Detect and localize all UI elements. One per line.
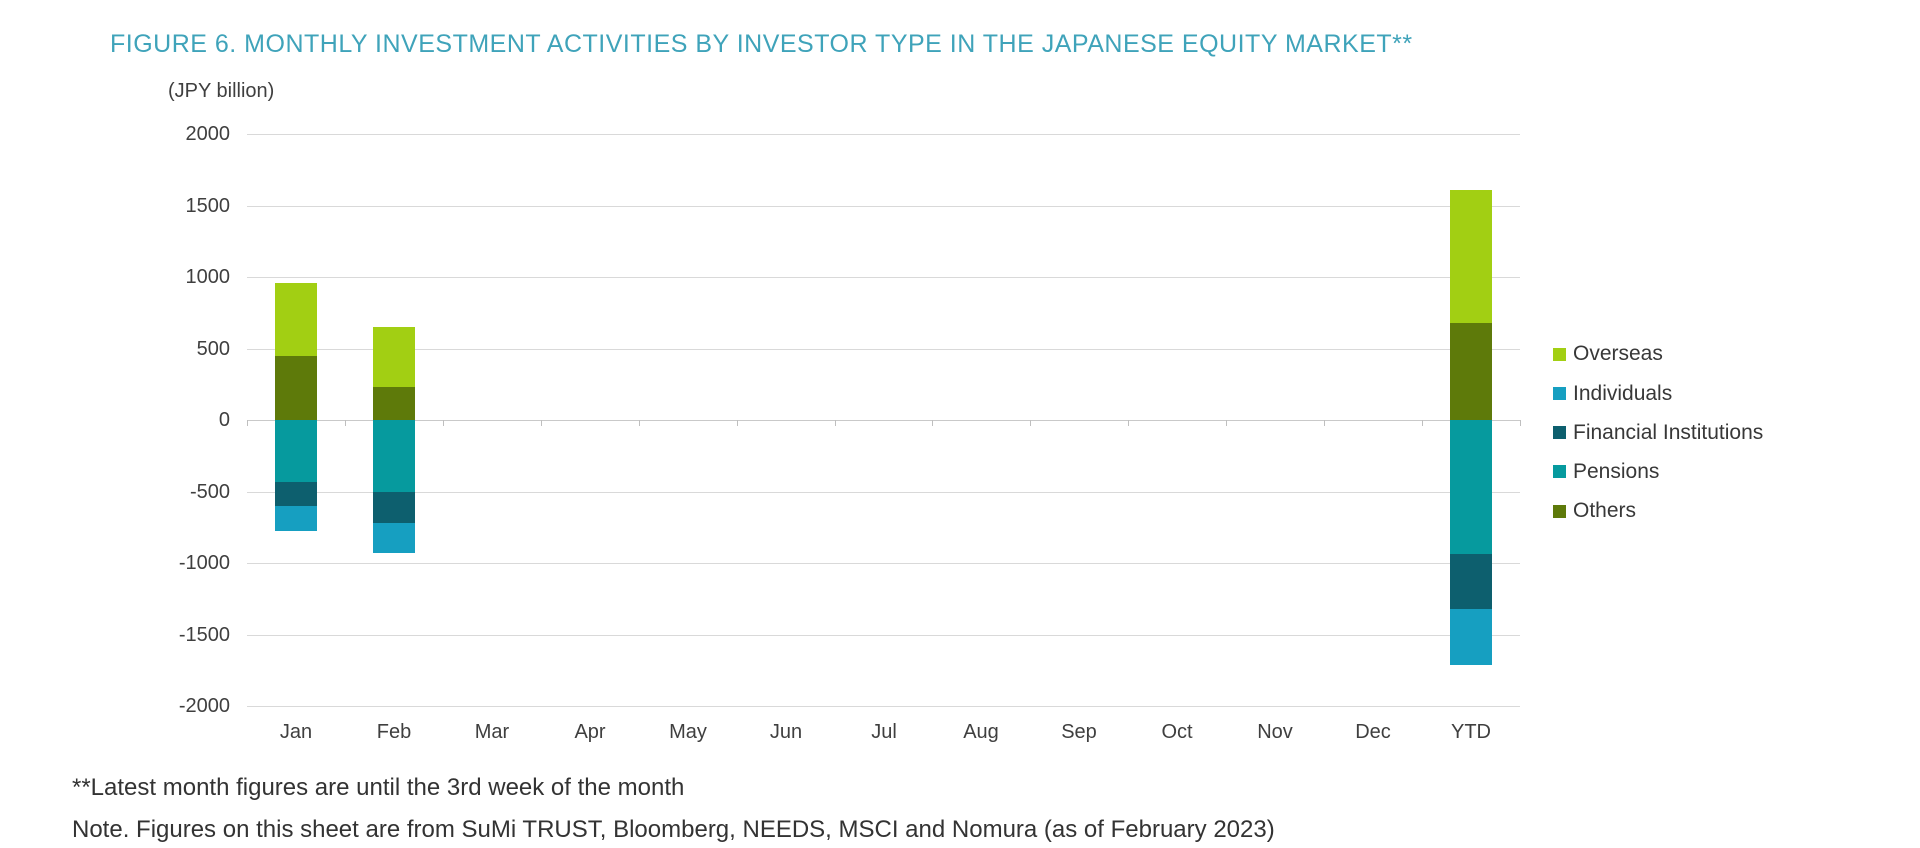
gridline xyxy=(247,563,1520,564)
figure-title: FIGURE 6. MONTHLY INVESTMENT ACTIVITIES … xyxy=(110,30,1413,58)
y-axis-unit-label: (JPY billion) xyxy=(168,80,275,102)
bar-segment-financial-institutions-feb xyxy=(373,492,415,523)
bar-segment-financial-institutions-jan xyxy=(275,482,317,506)
bar-segment-financial-institutions-ytd xyxy=(1450,554,1492,609)
x-axis-label: Jan xyxy=(279,721,313,743)
bar-segment-overseas-jan xyxy=(275,282,317,356)
axis-tick xyxy=(737,420,738,426)
footnote-source: Note. Figures on this sheet are from SuM… xyxy=(72,816,1275,843)
bar-segment-pensions-feb xyxy=(373,420,415,493)
y-axis-label: 1500 xyxy=(185,195,231,217)
axis-tick xyxy=(541,420,542,426)
legend-swatch-icon xyxy=(1553,387,1566,400)
axis-tick xyxy=(1422,420,1423,426)
x-axis-label: Dec xyxy=(1355,721,1391,743)
axis-tick xyxy=(1128,420,1129,426)
gridline xyxy=(247,349,1520,350)
x-axis-label: YTD xyxy=(1451,721,1491,743)
x-axis-label: Apr xyxy=(574,721,606,743)
gridline xyxy=(247,134,1520,135)
bar-segment-individuals-jan xyxy=(275,505,317,532)
y-axis-label: 500 xyxy=(196,338,230,360)
legend-swatch-icon xyxy=(1553,504,1566,518)
axis-tick xyxy=(345,420,346,426)
bar-segment-others-jan xyxy=(275,355,317,420)
gridline xyxy=(247,492,1520,493)
axis-tick xyxy=(932,420,933,426)
axis-tick xyxy=(1226,420,1227,426)
gridline xyxy=(247,635,1520,636)
y-axis-label: 0 xyxy=(218,409,230,431)
y-axis-label: -1500 xyxy=(178,624,230,646)
legend-item-financial-institutions: Financial Institutions xyxy=(1553,420,1764,444)
axis-tick xyxy=(835,420,836,426)
axis-tick xyxy=(1030,420,1031,426)
gridline xyxy=(247,206,1520,207)
x-axis-label: Jul xyxy=(871,721,897,743)
x-axis-label: Jun xyxy=(769,721,803,743)
axis-tick xyxy=(1324,420,1325,426)
legend-label: Individuals xyxy=(1573,381,1673,405)
axis-tick xyxy=(247,420,248,426)
gridline xyxy=(247,277,1520,278)
bar-segment-pensions-ytd xyxy=(1450,420,1492,555)
y-axis-label: -1000 xyxy=(178,552,230,574)
gridline xyxy=(247,420,1520,421)
axis-tick xyxy=(639,420,640,426)
x-axis-label: Nov xyxy=(1257,721,1293,743)
x-axis-label: Sep xyxy=(1061,721,1097,743)
legend-label: Pensions xyxy=(1573,459,1660,483)
bar-segment-others-ytd xyxy=(1450,322,1492,420)
x-axis-label: Aug xyxy=(963,721,999,743)
y-axis-label: 2000 xyxy=(185,123,231,145)
bar-segment-pensions-jan xyxy=(275,420,317,483)
bar-segment-overseas-feb xyxy=(373,327,415,388)
legend-label: Others xyxy=(1573,499,1637,523)
x-axis-label: May xyxy=(669,721,707,743)
y-axis-label: 1000 xyxy=(185,266,231,288)
legend-swatch-icon xyxy=(1553,465,1566,479)
bar-segment-individuals-ytd xyxy=(1450,608,1492,666)
gridline xyxy=(247,706,1520,707)
bar-segment-others-feb xyxy=(373,387,415,420)
axis-tick xyxy=(443,420,444,426)
legend-swatch-icon xyxy=(1553,347,1566,361)
bar-segment-overseas-ytd xyxy=(1450,189,1492,323)
x-axis-label: Mar xyxy=(474,721,510,743)
legend-item-others: Others xyxy=(1553,500,1636,522)
x-axis-label: Feb xyxy=(376,721,412,743)
legend-label: Financial Institutions xyxy=(1573,420,1764,444)
legend-item-overseas: Overseas xyxy=(1553,343,1663,365)
x-axis-label: Oct xyxy=(1161,721,1193,743)
y-axis-label: -500 xyxy=(189,481,230,503)
legend-item-pensions: Pensions xyxy=(1553,459,1660,483)
footnote-latest-month: **Latest month figures are until the 3rd… xyxy=(72,774,685,801)
bar-segment-individuals-feb xyxy=(373,523,415,553)
legend-item-individuals: Individuals xyxy=(1553,381,1673,405)
legend-label: Overseas xyxy=(1573,342,1663,366)
y-axis-label: -2000 xyxy=(178,695,230,717)
legend-swatch-icon xyxy=(1553,426,1566,440)
axis-tick xyxy=(1520,420,1521,426)
